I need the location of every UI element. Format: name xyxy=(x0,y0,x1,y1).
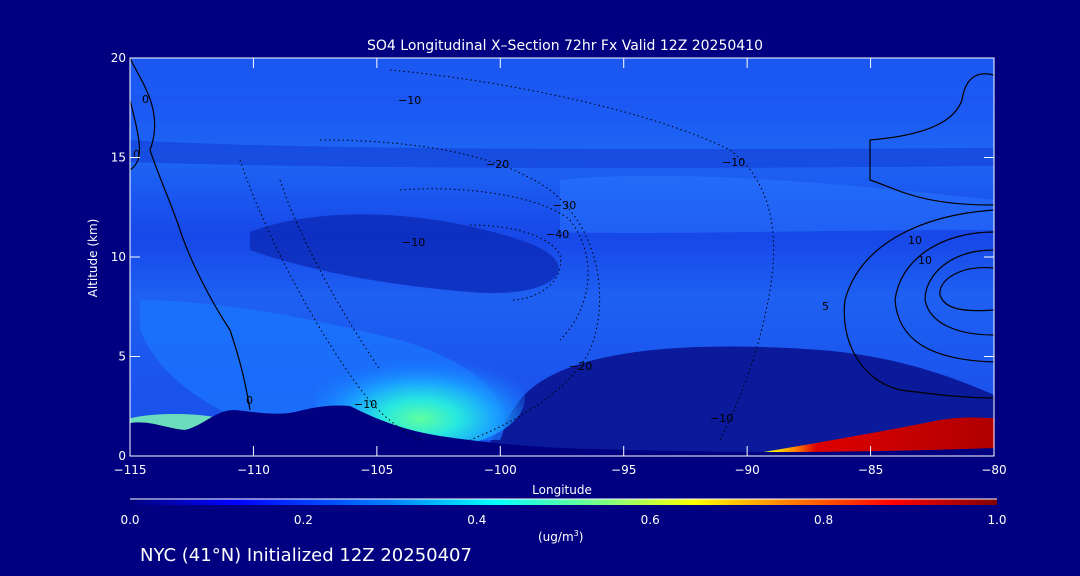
x-tick-label: −110 xyxy=(237,463,270,477)
heatmap-light-mid xyxy=(560,175,994,233)
contour-zero-left2 xyxy=(130,99,141,171)
y-tick-label: 15 xyxy=(111,151,126,165)
heatmap-dark-core xyxy=(250,214,559,294)
colorbar-units: (ug/m3) xyxy=(538,529,583,544)
contour-neg-left2 xyxy=(279,179,381,371)
colorbar-ticks: 0.0 0.2 0.4 0.6 0.8 1.0 xyxy=(120,513,1006,527)
contour-label: −20 xyxy=(486,158,509,171)
x-axis: −115 −110 −105 −100 −95 −90 −85 −80 xyxy=(114,58,1007,477)
x-tick-label: −80 xyxy=(981,463,1006,477)
colorbar-tick-label: 0.0 xyxy=(120,513,139,527)
colorbar-tick-label: 1.0 xyxy=(987,513,1006,527)
heatmap-red-surface xyxy=(740,417,994,456)
contour-label: −10 xyxy=(402,236,425,249)
x-axis-label: Longitude xyxy=(532,483,592,497)
x-tick-label: −95 xyxy=(611,463,636,477)
terrain xyxy=(130,405,994,456)
contour-label: 0 xyxy=(142,93,149,106)
contour-zero-right xyxy=(869,73,994,206)
contour-label: 0 xyxy=(246,394,253,407)
x-tick-label: −115 xyxy=(114,463,147,477)
contour-label: −10 xyxy=(722,156,745,169)
contour-label: 0 xyxy=(133,148,140,161)
x-tick-label: −90 xyxy=(734,463,759,477)
colorbar-tick-label: 0.2 xyxy=(294,513,313,527)
contour-zero-left xyxy=(130,58,251,411)
x-tick-label: −85 xyxy=(858,463,883,477)
colorbar-tick-label: 0.4 xyxy=(467,513,486,527)
heatmap-field xyxy=(130,58,994,456)
colorbar-tick-label: 0.6 xyxy=(641,513,660,527)
colorbar xyxy=(130,499,997,505)
heatmap-band-high xyxy=(130,58,994,95)
contour-pos-inner xyxy=(939,267,994,312)
contour-labels: 0 0 0 −10 −10 −20 −30 −40 −10 −20 −10 −1… xyxy=(133,93,932,425)
contour-label: 10 xyxy=(908,234,922,247)
contour-label: 10 xyxy=(918,254,932,267)
contour-label: 5 xyxy=(822,300,829,313)
contour-neg-10 xyxy=(389,69,775,441)
contour-pos-20 xyxy=(924,249,994,336)
heatmap-dark-lower xyxy=(480,346,994,456)
x-tick-label: −100 xyxy=(484,463,517,477)
y-tick-label: 20 xyxy=(111,51,126,65)
y-axis-label: Altitude (km) xyxy=(86,219,100,298)
heatmap-band-dark-top xyxy=(130,140,994,169)
footer-caption: NYC (41°N) Initialized 12Z 20250407 xyxy=(140,545,472,566)
contour-label: −10 xyxy=(398,94,421,107)
y-tick-label: 5 xyxy=(118,350,126,364)
contour-neg-30 xyxy=(399,188,589,341)
y-tick-label: 10 xyxy=(111,250,126,264)
contour-neg-left xyxy=(239,159,421,441)
y-axis: 0 5 10 15 20 xyxy=(111,51,994,463)
contour-pos-outer xyxy=(843,209,994,399)
contour-lines xyxy=(130,58,994,441)
chart-title: SO4 Longitudinal X–Section 72hr Fx Valid… xyxy=(367,38,763,54)
contour-label: −30 xyxy=(553,199,576,212)
contour-label: −10 xyxy=(710,412,733,425)
contour-label: −20 xyxy=(569,360,592,373)
x-tick-label: −105 xyxy=(360,463,393,477)
contour-pos-10 xyxy=(894,231,994,363)
contour-label: −10 xyxy=(354,398,377,411)
contour-neg-20 xyxy=(319,139,601,441)
y-tick-label: 0 xyxy=(118,449,126,463)
contour-label: −40 xyxy=(546,228,569,241)
colorbar-tick-label: 0.8 xyxy=(814,513,833,527)
